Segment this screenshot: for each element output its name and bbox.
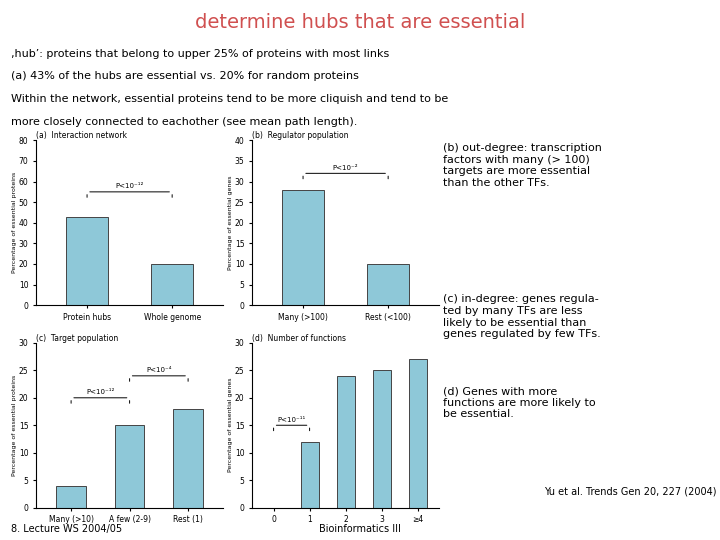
Text: (c) in-degree: genes regula-
ted by many TFs are less
likely to be essential tha: (c) in-degree: genes regula- ted by many… (443, 294, 600, 339)
Y-axis label: Percentage of essential genes: Percentage of essential genes (228, 378, 233, 472)
Text: Within the network, essential proteins tend to be more cliquish and tend to be: Within the network, essential proteins t… (11, 94, 448, 104)
Bar (336, 376, 354, 508)
Y-axis label: Percentage of essential proteins: Percentage of essential proteins (12, 172, 17, 273)
Bar (115, 426, 144, 508)
Text: (b)  Regulator population: (b) Regulator population (252, 131, 348, 140)
Text: Yu et al. Trends Gen 20, 227 (2004): Yu et al. Trends Gen 20, 227 (2004) (544, 487, 716, 497)
Text: P<10⁻¹²: P<10⁻¹² (115, 184, 144, 190)
Text: more closely connected to eachother (see mean path length).: more closely connected to eachother (see… (11, 117, 357, 127)
Text: (d) Genes with more
functions are more likely to
be essential.: (d) Genes with more functions are more l… (443, 386, 595, 419)
Text: ‚hub’: proteins that belong to upper 25% of proteins with most links: ‚hub’: proteins that belong to upper 25%… (11, 49, 389, 59)
Bar (56, 485, 86, 508)
Text: P<10⁻²: P<10⁻² (333, 165, 359, 171)
Bar (151, 264, 194, 305)
Bar (174, 409, 203, 508)
Text: (d)  Number of functions: (d) Number of functions (252, 334, 346, 343)
Text: (b) out-degree: transcription
factors with many (> 100)
targets are more essenti: (b) out-degree: transcription factors wi… (443, 143, 602, 188)
Text: P<10⁻⁴: P<10⁻⁴ (146, 367, 171, 373)
Text: (c)  Target population: (c) Target population (36, 334, 118, 343)
Bar (409, 360, 426, 508)
Bar (367, 264, 410, 305)
Bar (66, 217, 108, 305)
Text: (a) 43% of the hubs are essential vs. 20% for random proteins: (a) 43% of the hubs are essential vs. 20… (11, 71, 359, 82)
Text: P<10⁻¹²: P<10⁻¹² (86, 389, 114, 395)
Bar (301, 442, 318, 508)
Y-axis label: Percentage of essential genes: Percentage of essential genes (228, 176, 233, 270)
Bar (373, 370, 390, 508)
Text: (a)  Interaction network: (a) Interaction network (36, 131, 127, 140)
Text: determine hubs that are essential: determine hubs that are essential (195, 14, 525, 32)
Text: Bioinformatics III: Bioinformatics III (319, 523, 401, 534)
Y-axis label: Percentage of essential proteins: Percentage of essential proteins (12, 375, 17, 476)
Text: P<10⁻¹¹: P<10⁻¹¹ (277, 417, 306, 423)
Text: 8. Lecture WS 2004/05: 8. Lecture WS 2004/05 (11, 523, 122, 534)
Bar (282, 190, 324, 305)
